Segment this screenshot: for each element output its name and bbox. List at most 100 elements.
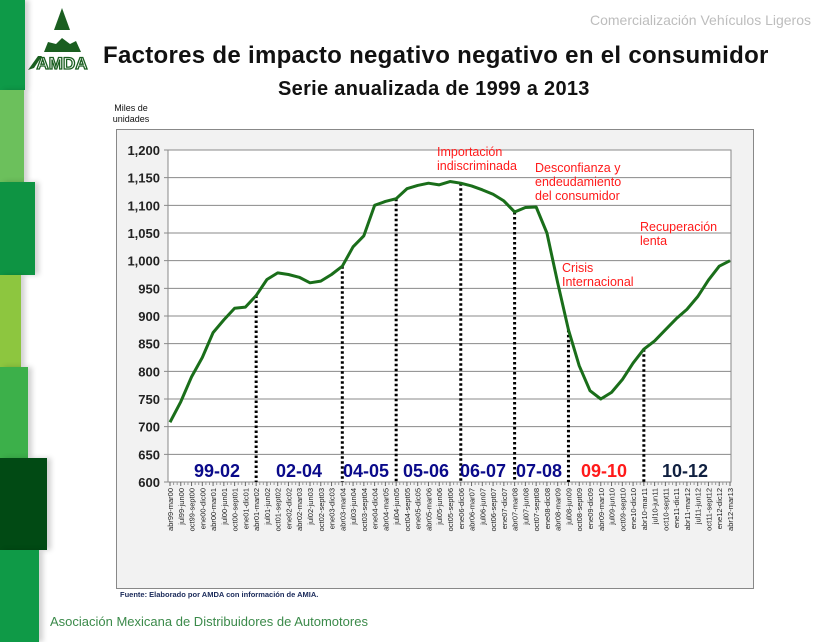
y-tick-label: 800 <box>138 364 160 379</box>
stripe <box>0 458 47 550</box>
x-tick-label: jul05-jun06 <box>435 488 444 526</box>
stripe <box>0 275 21 367</box>
y-tick-label: 1,000 <box>127 254 160 269</box>
x-tick-label: abr10-mar11 <box>640 488 649 530</box>
x-tick-label: ene12-dic12 <box>715 488 724 529</box>
period-label: 10-12 <box>662 461 708 481</box>
series-line <box>168 180 731 423</box>
annotation-text: Crisis <box>562 261 593 275</box>
annotation-text: del consumidor <box>535 189 620 203</box>
x-tick-label: jul09-jun10 <box>608 488 617 526</box>
x-tick-label: ene10-dic10 <box>629 488 638 529</box>
y-tick-label: 1,100 <box>127 198 160 213</box>
y-tick-label: 1,050 <box>127 226 160 241</box>
y-tick-label: 700 <box>138 420 160 435</box>
x-tick-label: ene08-dic08 <box>543 488 552 529</box>
x-tick-label: jul02-jun03 <box>306 488 315 526</box>
x-tick-label: abr08-mar09 <box>554 488 563 531</box>
stripe <box>0 182 35 275</box>
x-tick-label: jul04-jun05 <box>392 488 401 526</box>
x-tick-label: oct07-sept08 <box>532 488 541 531</box>
annotation-text: Importación <box>437 145 502 159</box>
y-tick-label: 950 <box>138 281 160 296</box>
x-tick-label: abr07-mar08 <box>511 488 520 531</box>
x-tick-label: oct08-sept09 <box>575 488 584 531</box>
x-tick-label: abr99-mar00 <box>166 488 175 531</box>
y-tick-label: 850 <box>138 337 160 352</box>
annotation-text: Desconfianza y <box>535 161 621 175</box>
period-label: 04-05 <box>343 461 389 481</box>
x-tick-label: oct99-sept00 <box>188 488 197 531</box>
annotation-text: endeudamiento <box>535 175 621 189</box>
x-tick-label: ene02-dic02 <box>284 488 293 529</box>
x-tick-label: ene00-dic00 <box>198 488 207 529</box>
period-label: 05-06 <box>403 461 449 481</box>
y-tick-label: 650 <box>138 447 160 462</box>
x-tick-label: ene05-dic05 <box>414 488 423 529</box>
x-tick-label: oct03-sept04 <box>360 488 369 531</box>
x-tick-label: ene03-dic03 <box>328 488 337 529</box>
stripe <box>0 550 39 642</box>
y-tick-label: 600 <box>138 475 160 490</box>
period-label: 07-08 <box>516 461 562 481</box>
annotation-text: Internacional <box>562 275 634 289</box>
x-tick-label: abr02-mar03 <box>295 488 304 531</box>
x-tick-label: oct09-sept10 <box>618 488 627 531</box>
x-tick-label: oct11-sept12 <box>704 488 713 531</box>
x-tick-label: jul03-jun04 <box>349 488 358 526</box>
x-tick-label: jul99-jun00 <box>177 488 186 526</box>
y-axis-label: Miles de unidades <box>112 103 150 124</box>
stripe <box>0 90 24 182</box>
x-tick-label: ene01-dic01 <box>241 488 250 529</box>
stripe <box>0 367 28 458</box>
y-tick-label: 1,200 <box>127 143 160 158</box>
period-label: 06-07 <box>460 461 506 481</box>
x-tick-label: abr00-mar01 <box>209 488 218 531</box>
x-tick-label: oct05-sept06 <box>446 488 455 531</box>
y-tick-label: 900 <box>138 309 160 324</box>
x-tick-label: jul08-jun09 <box>564 488 573 526</box>
x-tick-label: jul06-jun07 <box>478 488 487 526</box>
stripe <box>0 0 25 90</box>
x-tick-label: jul07-jun08 <box>521 488 530 526</box>
page-subtitle: Serie anualizada de 1999 a 2013 <box>278 78 590 100</box>
header-brand: Comercialización Vehículos Ligeros <box>590 12 811 28</box>
x-tick-label: abr11-mar12 <box>683 488 692 530</box>
x-tick-label: oct06-sept07 <box>489 488 498 531</box>
x-tick-label: oct02-sept03 <box>317 488 326 531</box>
amda-logo: AMDA <box>26 6 98 75</box>
x-tick-label: ene06-dic06 <box>457 488 466 529</box>
x-tick-label: ene04-dic04 <box>371 488 380 529</box>
source-note: Fuente: Elaborado por AMDA con informaci… <box>120 590 319 599</box>
annotation-text: indiscriminada <box>437 159 517 173</box>
footer-organization: Asociación Mexicana de Distribuidores de… <box>50 614 368 629</box>
svg-text:AMDA: AMDA <box>37 54 88 70</box>
page-title: Factores de impacto negativo negativo en… <box>103 42 769 69</box>
y-tick-label: 1,150 <box>127 171 160 186</box>
period-label: 99-02 <box>194 461 240 481</box>
x-tick-label: abr03-mar04 <box>338 488 347 531</box>
x-tick-label: ene07-dic07 <box>500 488 509 529</box>
x-tick-label: oct01-sept02 <box>274 488 283 531</box>
period-label: 02-04 <box>276 461 322 481</box>
x-tick-label: abr01-mar02 <box>252 488 261 531</box>
x-tick-label: jul01-jun02 <box>263 488 272 526</box>
y-tick-label: 750 <box>138 392 160 407</box>
x-tick-label: abr05-mar06 <box>424 488 433 531</box>
annotation-text: lenta <box>640 234 667 248</box>
x-tick-label: jul10-jun11 <box>651 488 660 525</box>
x-tick-label: ene11-dic11 <box>672 488 681 528</box>
x-tick-label: abr12-mar13 <box>726 488 735 531</box>
x-tick-label: oct04-sept05 <box>403 488 412 531</box>
x-tick-label: ene09-dic09 <box>586 488 595 529</box>
x-tick-label: abr04-mar05 <box>381 488 390 531</box>
x-tick-label: oct10-sept11 <box>661 488 670 531</box>
annotation-text: Recuperación <box>640 220 717 234</box>
x-tick-label: jul00-jun01 <box>220 488 229 526</box>
x-tick-label: oct00-sept01 <box>231 488 240 531</box>
x-tick-label: jul11-jun12 <box>694 488 703 525</box>
x-tick-label: abr09-mar10 <box>597 488 606 531</box>
period-label: 09-10 <box>581 461 627 481</box>
x-tick-label: abr06-mar07 <box>468 488 477 531</box>
